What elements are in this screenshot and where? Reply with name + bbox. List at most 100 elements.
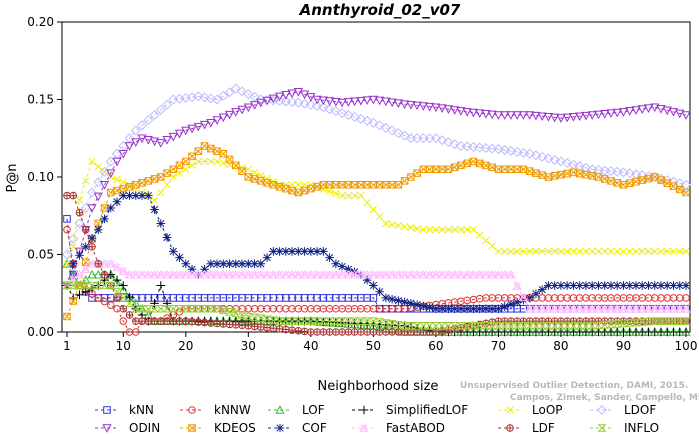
data-point-odin [193,122,203,132]
data-point-fastabod [337,269,347,279]
data-point-ldof [162,99,173,110]
data-point-cof [444,304,453,314]
data-point-ldof [274,96,285,107]
legend-marker [597,424,607,432]
data-point-cof [93,225,103,234]
data-point-odin [656,105,666,114]
data-point-cof [631,281,641,290]
watermark-line: Campos, Zimek, Sander, Campello, Micenko… [510,393,699,403]
data-point-loop [519,247,528,256]
data-point-loop [169,173,177,181]
data-point-cof [206,259,216,269]
data-point-odin [343,98,353,107]
data-point-inflo [237,311,247,319]
data-point-loop [501,247,509,256]
data-point-cof [606,281,616,290]
data-point-kdeos [682,188,690,197]
data-point-cof [250,259,259,269]
data-point-fastabod [662,303,672,313]
data-point-inflo [293,317,303,325]
data-point-ldof [374,120,385,131]
data-point-fastabod [456,269,466,279]
data-point-loop [451,226,459,234]
data-point-cof [619,281,628,290]
legend-label: kNNW [214,403,251,417]
legend-item-odin: ODIN [95,421,160,434]
data-point-inflo [125,299,135,308]
data-point-fastabod [600,303,610,313]
data-point-fastabod [274,269,285,279]
data-point-ldof [137,120,148,131]
data-point-odin [493,111,504,120]
data-point-kdeos [63,312,71,321]
data-point-kdeos [69,297,78,305]
data-point-fastabod [224,269,235,279]
data-point-fastabod [99,258,110,268]
data-point-odin [237,105,247,115]
data-point-kdeos [532,169,540,177]
data-point-kdeos [225,155,234,164]
data-point-cof [494,304,503,314]
data-point-fastabod [500,269,510,279]
x-tick-label: 100 [675,339,698,353]
data-point-cof [150,205,159,214]
data-point-odin [306,93,316,102]
data-point-loop [150,196,159,204]
data-point-fastabod [493,269,504,279]
data-point-ldf [150,317,159,325]
data-point-cof [143,191,153,200]
legend-item-simplifiedlof: SimplifiedLOF [352,403,468,417]
data-point-inflo [406,322,416,330]
data-point-kdeos [119,184,128,193]
data-point-inflo [531,322,541,330]
data-point-inflo [143,304,153,313]
data-point-inflo [431,322,441,330]
y-tick-label: 0.15 [27,93,54,107]
data-point-ldof [193,91,204,102]
data-point-kdeos [257,177,265,185]
data-point-cof [475,304,484,314]
legend-marker [188,424,196,432]
data-point-kdeos [625,179,634,187]
data-point-kdeos [188,152,196,161]
data-point-kdeos [125,182,134,191]
data-point-odin [562,113,572,123]
data-point-kdeos [269,180,278,189]
data-point-fastabod [618,303,629,313]
data-point-inflo [587,322,597,330]
data-point-cof [419,301,428,311]
legend-marker [188,406,196,414]
data-point-kdeos [369,180,378,189]
data-point-odin [581,111,591,121]
legend-item-ldf: LDF [498,421,555,434]
data-point-fastabod [568,303,579,313]
data-point-inflo [225,308,235,316]
data-point-fastabod [643,303,654,313]
data-point-inflo [462,322,472,330]
data-point-loop [438,226,446,234]
data-point-ldof [474,142,485,153]
legend: kNN kNNW LOF SimplifiedLOF LoOP LDOF ODIN KDEOS… [95,403,659,434]
data-point-cof [219,259,228,269]
data-point-kdeos [282,184,290,193]
data-point-cof [669,281,678,290]
data-point-ldof [518,147,529,158]
data-point-loop [488,242,496,250]
legend-label: KDEOS [214,421,256,434]
x-tick-label: 1 [63,339,71,353]
data-point-kdeos [438,165,446,174]
data-point-loop [282,181,290,189]
data-point-fastabod [137,269,147,279]
data-point-ldf [257,323,265,331]
data-point-inflo [637,318,647,326]
data-point-fastabod [518,292,529,302]
data-point-odin [456,107,466,116]
x-tick-label: 60 [428,339,443,353]
data-point-fastabod [268,269,278,279]
data-point-odin [450,106,460,115]
data-point-odin [681,111,691,120]
data-point-cof [437,304,447,314]
data-point-inflo [150,304,160,313]
data-point-fastabod [356,269,366,279]
data-point-inflo [181,304,191,313]
